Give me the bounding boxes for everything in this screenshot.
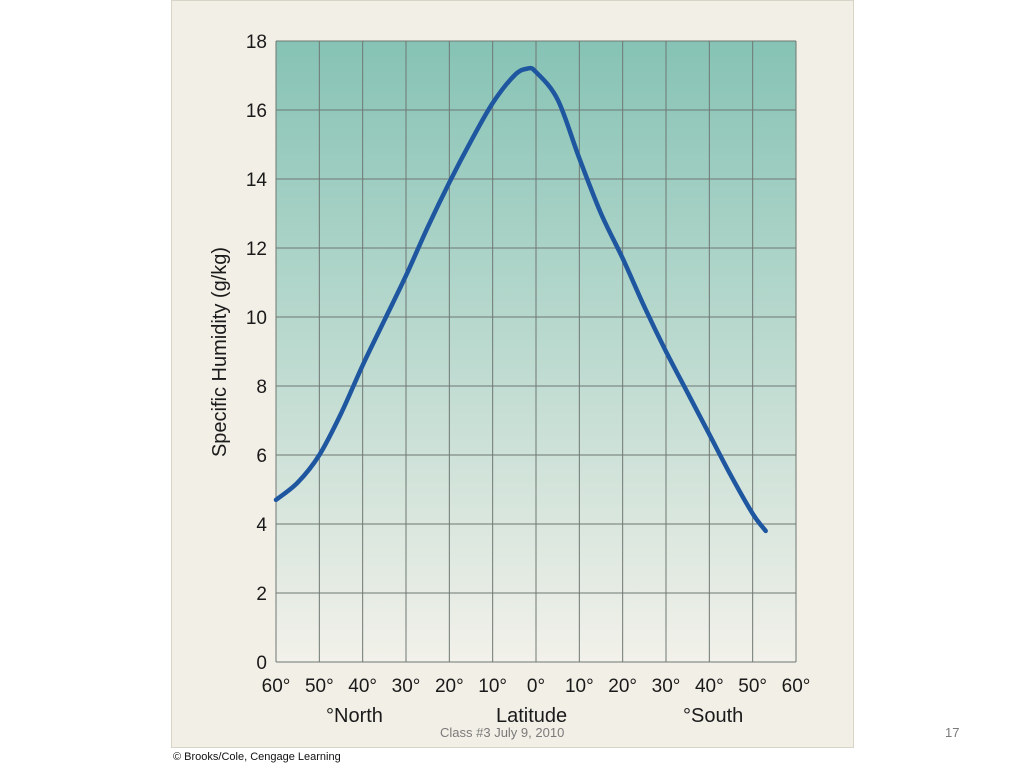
footer-text: Class #3 July 9, 2010 bbox=[440, 725, 565, 740]
x-tick-labels: 60° 50° 40° 30° 20° 10° 0° 10° 20° 30° 40° 50° 60° bbox=[262, 676, 811, 697]
x-tick-label: 20° bbox=[608, 676, 637, 697]
x-tick-label: 50° bbox=[738, 676, 767, 697]
x-region-south: °South bbox=[683, 705, 743, 727]
x-tick-label: 0° bbox=[527, 676, 545, 697]
y-tick-label: 14 bbox=[246, 170, 268, 191]
y-tick-label: 12 bbox=[246, 239, 267, 260]
y-tick-label: 18 bbox=[246, 32, 267, 53]
x-tick-label: 50° bbox=[305, 676, 334, 697]
x-tick-label: 60° bbox=[782, 676, 811, 697]
y-tick-label: 10 bbox=[246, 308, 267, 329]
y-tick-label: 0 bbox=[256, 653, 267, 674]
x-tick-label: 10° bbox=[478, 676, 507, 697]
page-number: 17 bbox=[945, 725, 960, 740]
y-tick-label: 4 bbox=[256, 515, 267, 536]
x-tick-label: 40° bbox=[695, 676, 724, 697]
x-tick-label: 20° bbox=[435, 676, 464, 697]
copyright-notice: © Brooks/Cole, Cengage Learning bbox=[173, 751, 341, 763]
specific-humidity-line bbox=[273, 65, 768, 534]
x-region-north: °North bbox=[326, 705, 383, 727]
y-axis-title: Specific Humidity (g/kg) bbox=[209, 247, 231, 457]
x-tick-label: 30° bbox=[392, 676, 421, 697]
y-tick-label: 2 bbox=[256, 584, 267, 605]
y-tick-label: 8 bbox=[256, 377, 267, 398]
humidity-chart: 0 2 4 6 8 10 12 14 16 18 60° 50° 40° 30° 20° 10° 0° 10° 2… bbox=[209, 32, 811, 727]
x-tick-label: 40° bbox=[348, 676, 377, 697]
y-tick-label: 16 bbox=[246, 101, 267, 122]
y-tick-labels: 0 2 4 6 8 10 12 14 16 18 bbox=[246, 32, 268, 674]
x-tick-label: 10° bbox=[565, 676, 594, 697]
x-axis-title: Latitude bbox=[496, 705, 567, 727]
x-tick-label: 30° bbox=[652, 676, 681, 697]
x-tick-label: 60° bbox=[262, 676, 291, 697]
figure-panel: 0 2 4 6 8 10 12 14 16 18 60° 50° 40° 30° 20° 10° 0° 10° 2… bbox=[171, 0, 854, 748]
y-tick-label: 6 bbox=[256, 446, 267, 467]
